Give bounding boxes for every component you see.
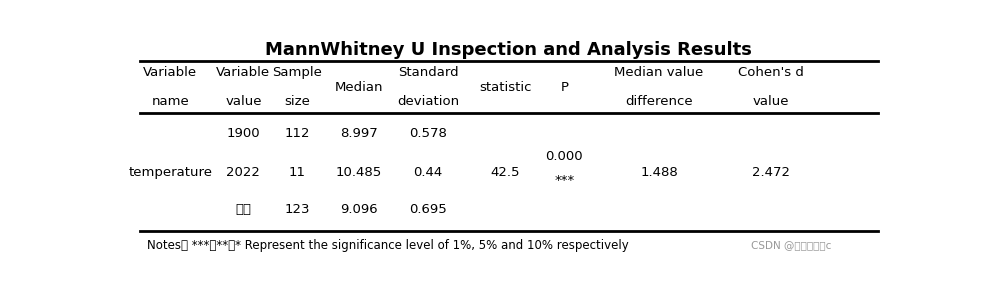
Text: statistic: statistic [479, 81, 531, 94]
Text: value: value [225, 95, 262, 108]
Text: P: P [560, 81, 568, 94]
Text: temperature: temperature [128, 166, 213, 179]
Text: 0.578: 0.578 [409, 127, 447, 140]
Text: Median: Median [335, 81, 383, 94]
Text: 10.485: 10.485 [336, 166, 382, 179]
Text: MannWhitney U Inspection and Analysis Results: MannWhitney U Inspection and Analysis Re… [265, 41, 753, 59]
Text: Sample: Sample [272, 66, 322, 79]
Text: name: name [151, 95, 190, 108]
Text: Variable: Variable [143, 66, 198, 79]
Text: Standard: Standard [398, 66, 459, 79]
Text: 0.44: 0.44 [413, 166, 443, 179]
Text: value: value [753, 95, 788, 108]
Text: difference: difference [626, 95, 693, 108]
Text: 1900: 1900 [226, 127, 260, 140]
Text: Median value: Median value [615, 66, 704, 79]
Text: 8.997: 8.997 [340, 127, 377, 140]
Text: 42.5: 42.5 [491, 166, 519, 179]
Text: 11: 11 [289, 166, 306, 179]
Text: 2.472: 2.472 [752, 166, 789, 179]
Text: 112: 112 [285, 127, 310, 140]
Text: CSDN @派大星先生c: CSDN @派大星先生c [752, 240, 832, 250]
Text: Variable: Variable [216, 66, 270, 79]
Text: size: size [284, 95, 310, 108]
Text: Cohen's d: Cohen's d [738, 66, 803, 79]
Text: 9.096: 9.096 [340, 203, 377, 216]
Text: 0.695: 0.695 [409, 203, 447, 216]
Text: 0.000: 0.000 [545, 150, 583, 163]
Text: Notes： ***、**、* Represent the significance level of 1%, 5% and 10% respectively: Notes： ***、**、* Represent the significan… [147, 239, 629, 252]
Text: deviation: deviation [397, 95, 459, 108]
Text: 合计: 合计 [235, 203, 251, 216]
Text: 2022: 2022 [226, 166, 260, 179]
Text: 123: 123 [285, 203, 310, 216]
Text: ***: *** [554, 175, 574, 187]
Text: 1.488: 1.488 [640, 166, 678, 179]
